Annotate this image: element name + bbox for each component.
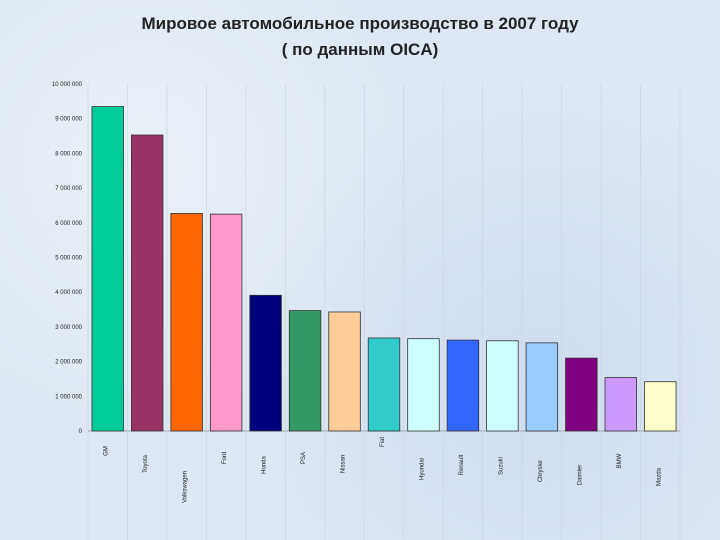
y-tick-label: 5 000 000 (55, 256, 82, 262)
category-label: Toyota (143, 455, 149, 473)
bar (486, 340, 519, 432)
category-label: Daimler (577, 465, 583, 486)
bar (170, 213, 203, 432)
bar (644, 381, 677, 432)
bar (131, 134, 164, 432)
category-label: Mazda (656, 467, 662, 486)
category-label: Ford (222, 452, 228, 464)
y-tick-label: 7 000 000 (55, 186, 82, 192)
bar (91, 106, 124, 432)
category-label: Volkswagen (183, 471, 189, 503)
chart-subtitle: ( по данным OICA) (281, 40, 439, 59)
bar (209, 213, 243, 432)
y-tick-label: 1 000 000 (55, 394, 82, 400)
category-label: PSA (301, 452, 307, 464)
y-tick-label: 8 000 000 (55, 151, 82, 157)
category-label: GM (104, 446, 110, 456)
y-tick-label: 2 000 000 (55, 360, 82, 366)
category-label: BMW (617, 453, 623, 468)
bar (367, 337, 401, 432)
category-label: Renault (459, 454, 465, 475)
bar (525, 342, 559, 432)
y-tick-label: 4 000 000 (55, 290, 82, 296)
chart-title: Мировое автомобильное производство в 200… (141, 14, 579, 33)
category-label: Honda (262, 456, 268, 474)
y-tick-label: 9 000 000 (55, 117, 82, 123)
y-tick-label: 6 000 000 (55, 221, 82, 227)
bar (407, 338, 440, 432)
category-label: Nissan (341, 455, 347, 473)
bar (249, 294, 282, 432)
y-tick-label: 3 000 000 (55, 325, 82, 331)
category-label: Hyundai (419, 458, 425, 480)
bar (446, 339, 480, 432)
category-label: Suzuki (498, 457, 504, 475)
y-tick-label: 10 000 000 (52, 82, 83, 88)
category-label: Fiat (380, 437, 386, 447)
bar (604, 377, 637, 432)
bar (565, 357, 598, 432)
y-tick-label: 0 (79, 429, 83, 435)
bar (288, 310, 322, 432)
bar (328, 311, 361, 432)
category-label: Chrysler (538, 460, 544, 482)
